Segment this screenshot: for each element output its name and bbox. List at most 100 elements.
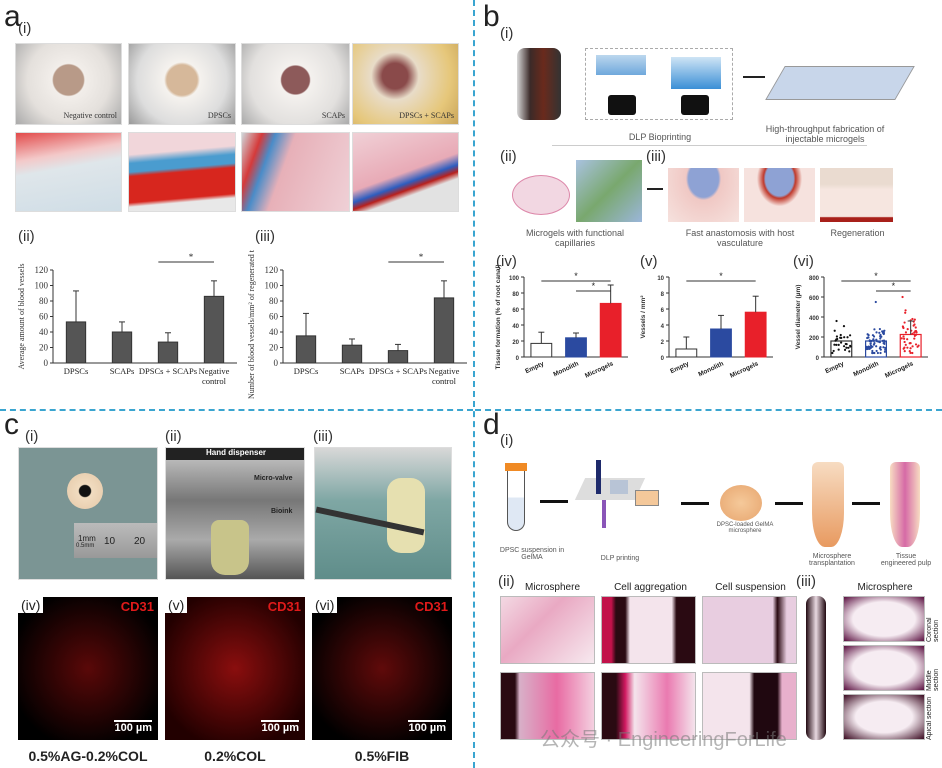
significance-star: * xyxy=(874,271,878,281)
data-point xyxy=(849,334,852,337)
data-point xyxy=(884,346,887,350)
panel-d-i-label: (i) xyxy=(500,432,514,449)
data-point xyxy=(902,337,906,340)
data-point xyxy=(914,330,917,333)
y-tick-label: 100 xyxy=(509,276,520,282)
data-point xyxy=(911,351,914,355)
tooth-pulp-illustration xyxy=(890,462,920,547)
label-apical-section: Apical section xyxy=(926,696,933,740)
data-point xyxy=(837,343,840,346)
data-point xyxy=(914,326,917,329)
label-coronal-section: Coronal section xyxy=(926,617,940,642)
data-point xyxy=(904,309,907,312)
data-point xyxy=(832,349,835,353)
significance-star: * xyxy=(574,271,578,281)
x-tick-label: control xyxy=(202,376,227,386)
bar xyxy=(744,311,767,358)
data-point xyxy=(904,311,907,314)
bar xyxy=(433,297,455,364)
panel-b-iii-label: (iii) xyxy=(646,148,666,165)
data-point xyxy=(884,348,887,351)
data-point xyxy=(848,350,851,353)
data-point xyxy=(843,348,847,351)
x-tick-label: SCAPs xyxy=(340,366,365,376)
y-axis-label: Vessels / mm² xyxy=(640,295,647,339)
data-point xyxy=(871,345,874,348)
y-tick-label: 0 xyxy=(516,356,520,362)
photo-dpscs: DPSCs xyxy=(128,43,236,125)
data-point xyxy=(913,337,916,340)
data-point xyxy=(835,319,838,323)
bar xyxy=(565,337,587,358)
y-tick-label: 0 xyxy=(44,358,49,368)
data-point xyxy=(879,337,882,340)
bar xyxy=(387,350,409,364)
bar xyxy=(530,342,553,358)
data-point xyxy=(906,338,909,341)
dlp-printing-illustration xyxy=(574,460,660,535)
y-tick-label: 100 xyxy=(265,281,279,291)
label-0.5fib: 0.5%FIB xyxy=(354,748,410,764)
panel-a-i-label: (i) xyxy=(18,20,32,37)
label-0.5ag-0.2col: 0.5%AG-0.2%COL xyxy=(28,748,148,764)
anastomosis-illustration-2 xyxy=(744,168,815,222)
data-point xyxy=(866,347,869,351)
photo-hand-dispenser: Hand dispenser Micro-valve Bioink xyxy=(165,447,305,580)
y-tick-label: 800 xyxy=(809,276,820,282)
y-tick-label: 600 xyxy=(809,296,820,302)
y-tick-label: 60 xyxy=(269,312,279,322)
photo-dpscs-scaps: DPSCs + SCAPs xyxy=(352,43,459,125)
data-point xyxy=(903,349,906,353)
histology-cell-aggregation-high xyxy=(601,672,696,740)
data-point xyxy=(839,341,843,344)
anastomosis-illustration-1 xyxy=(668,168,739,222)
x-tick-label: DPSCs + SCAPs xyxy=(369,366,427,376)
x-tick-label: Monolith xyxy=(552,360,580,378)
histology-cell-suspension-high xyxy=(702,672,797,740)
horizontal-divider-left xyxy=(0,409,473,411)
y-tick-label: 2 xyxy=(661,340,665,346)
panel-d-letter: d xyxy=(483,408,500,441)
title-cell-suspension: Cell suspension xyxy=(715,582,786,593)
x-tick-label: Negative xyxy=(199,366,230,376)
caption-tissue-pulp: Tissue engineered pulp xyxy=(880,553,932,567)
chart-b-iv: 0 20 40 60 80 100 Tissue formation (% of root … xyxy=(495,265,628,380)
x-tick-label: Negative xyxy=(429,366,460,376)
x-tick-label: Empty xyxy=(824,360,845,375)
data-point xyxy=(878,341,881,344)
data-point xyxy=(882,330,885,333)
data-point xyxy=(906,346,909,349)
x-tick-label: SCAPs xyxy=(110,366,135,376)
bar xyxy=(675,348,698,358)
confocal-0.5fib: (vi) CD31 100 µm xyxy=(312,597,452,740)
x-tick-label: DPSCs xyxy=(294,366,319,376)
histology-negative-control xyxy=(15,132,122,212)
panel-b-letter: b xyxy=(483,0,500,33)
tooth-transplant-illustration xyxy=(812,462,844,547)
data-point xyxy=(849,345,852,348)
bar xyxy=(203,295,225,364)
dlp-printer-illustration xyxy=(517,48,561,120)
panel-c-letter: c xyxy=(4,408,19,441)
data-point xyxy=(914,343,918,346)
data-point xyxy=(871,334,875,337)
histology-microsphere-low xyxy=(500,596,595,664)
histology-scaps xyxy=(241,132,350,212)
panel-a-ii-label: (ii) xyxy=(18,228,35,245)
y-tick-label: 10 xyxy=(657,276,664,282)
y-axis-label: Number of blood vessels/mm² of regenerat… xyxy=(247,250,256,399)
data-point xyxy=(881,339,884,342)
y-tick-label: 120 xyxy=(265,265,279,275)
data-point xyxy=(842,345,846,348)
x-tick-label: Monolith xyxy=(852,360,880,378)
data-point xyxy=(842,325,846,328)
x-tick-label: DPSCs + SCAPs xyxy=(139,366,197,376)
caption-loaded-microsphere: DPSC-loaded GelMA microsphere xyxy=(716,522,774,534)
data-point xyxy=(835,343,838,346)
separator xyxy=(552,145,867,146)
x-tick-label: control xyxy=(432,376,457,386)
photo-tooth-ruler: 1mm 0.5mm 10 20 xyxy=(18,447,158,580)
y-tick-label: 0 xyxy=(661,356,665,362)
data-point xyxy=(873,328,876,331)
data-point xyxy=(913,318,916,321)
